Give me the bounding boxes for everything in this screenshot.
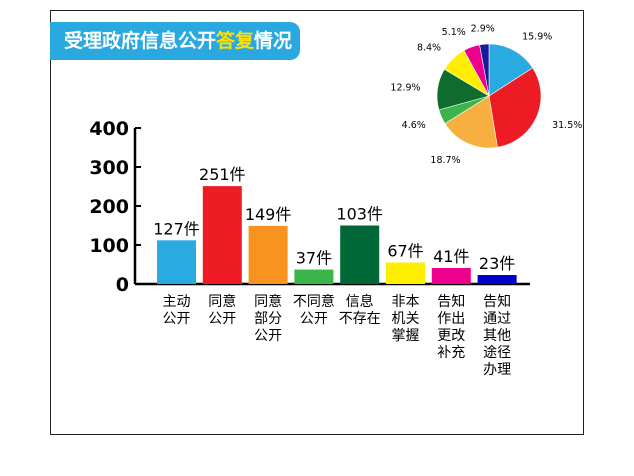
pie-slice-label: 8.4% [417, 42, 441, 53]
bar-value-label: 149件 [245, 205, 292, 224]
bar-value-label: 127件 [153, 219, 200, 238]
x-category-label: 不同意公开 [293, 293, 335, 327]
bar-4 [294, 269, 334, 284]
bar-6 [386, 262, 425, 284]
y-tick-label: 300 [89, 157, 129, 179]
x-category-label: 信息不存在 [339, 293, 381, 327]
title-text-part2: 情况 [254, 30, 293, 52]
x-category-label: 告知通过其他途径办理 [483, 293, 511, 378]
bar-5 [340, 225, 380, 284]
bar-value-label: 251件 [199, 165, 246, 184]
bar-value-label: 67件 [387, 242, 423, 261]
pie-slice-label: 12.9% [390, 83, 420, 94]
pie-slice-2 [488, 67, 542, 148]
title-text-part1: 受理政府信息公开 [64, 30, 217, 52]
bar-8 [477, 275, 517, 284]
chart-title-banner: 受理政府信息公开答复情况 [50, 22, 300, 60]
y-tick-label: 200 [89, 196, 129, 218]
pie-slice-1 [488, 43, 534, 97]
pie-slice-label: 31.5% [552, 120, 582, 131]
x-category-label: 同意部分公开 [254, 293, 282, 344]
pie-slice-3 [444, 95, 498, 149]
x-category-label: 同意公开 [208, 293, 236, 327]
x-category-label: 非本机关掌握 [392, 294, 420, 344]
bar-value-label: 23件 [479, 254, 515, 273]
bar-1 [157, 240, 196, 284]
y-tick-label: 0 [116, 274, 129, 296]
pie-slice-label: 2.9% [471, 23, 495, 34]
y-tick-label: 100 [89, 235, 129, 257]
pie-slice-label: 15.9% [522, 31, 552, 42]
bar-value-label: 41件 [433, 247, 469, 266]
title-highlight: 答复 [216, 30, 255, 52]
bar-value-label: 37件 [296, 249, 332, 268]
x-category-label: 告知作出更改补充 [437, 293, 465, 361]
pie-slice-label: 18.7% [430, 155, 460, 166]
bar-3 [248, 225, 288, 284]
pie-slice-8 [479, 43, 490, 97]
pie-slice-label: 4.6% [402, 120, 426, 131]
pie-slice-label: 5.1% [442, 27, 466, 38]
bar-7 [431, 268, 471, 284]
bar-value-label: 103件 [336, 205, 383, 224]
x-category-label: 主动公开 [163, 294, 191, 327]
bar-2 [202, 186, 242, 284]
y-tick-label: 400 [89, 118, 129, 140]
